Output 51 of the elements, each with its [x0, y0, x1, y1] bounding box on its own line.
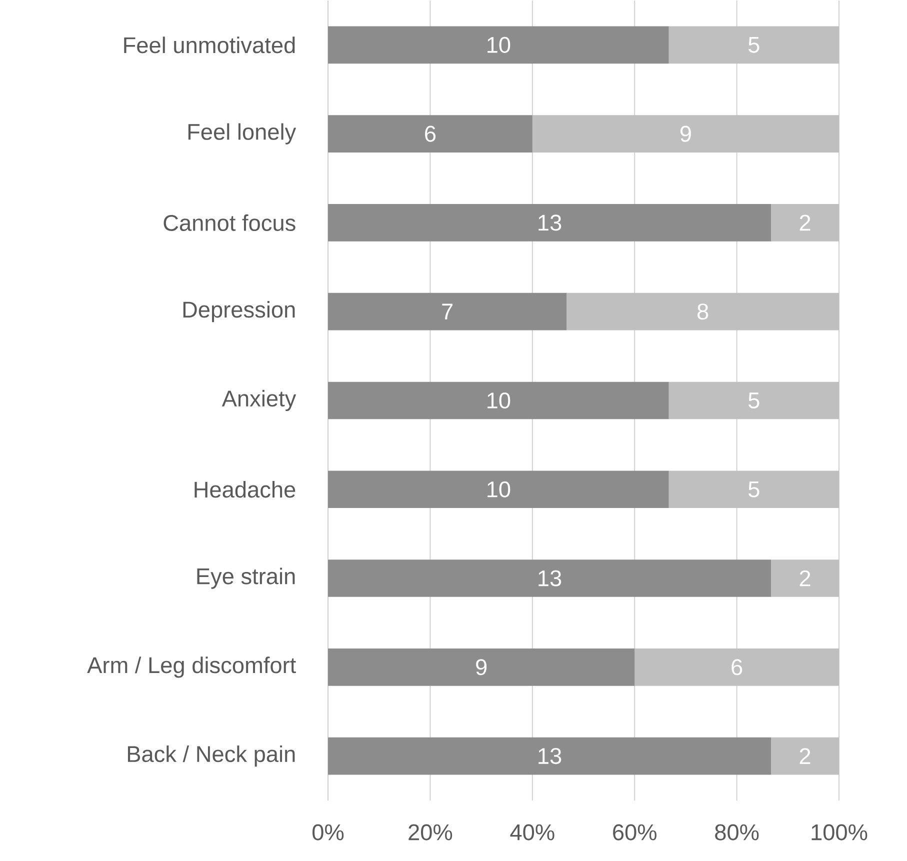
annotation: 10 [488, 481, 510, 498]
annotation: 7 [442, 304, 452, 320]
annotation: 13 [538, 748, 562, 764]
bar [771, 559, 839, 597]
bar [634, 648, 839, 686]
x-tick-label: 60% [613, 824, 656, 840]
annotation: 2 [800, 214, 810, 230]
bar [328, 382, 669, 419]
x-tick-label: 80% [715, 824, 759, 840]
annotation: 10 [488, 392, 510, 408]
x-tick-label: 40% [510, 824, 554, 840]
annotation: 6 [425, 126, 436, 142]
y-tick-label: Eye strain [197, 567, 295, 589]
annotation: 5 [748, 36, 760, 53]
y-tick-label: Feel lonely [188, 123, 296, 144]
bar [328, 204, 772, 242]
bar [328, 470, 669, 508]
bar [328, 648, 635, 686]
bar [771, 204, 839, 242]
bar [668, 382, 839, 419]
annotation: 2 [800, 748, 810, 764]
bar [328, 559, 772, 597]
y-tick-label: Feel unmotivated [124, 36, 295, 54]
bar [532, 114, 839, 152]
annotation: 2 [800, 570, 810, 586]
x-tick-label: 0% [312, 824, 344, 840]
y-tick-label: Depression [183, 300, 295, 322]
annotation: 9 [476, 658, 487, 675]
annotation: 6 [732, 658, 742, 675]
annotation: 9 [680, 126, 691, 142]
annotation: 8 [698, 303, 708, 320]
bar [566, 292, 839, 330]
bar [328, 114, 532, 152]
y-tick-label: Arm / Leg discomfort [87, 656, 296, 678]
y-tick-label: Anxiety [222, 390, 296, 411]
annotation: 10 [488, 36, 510, 53]
annotation: 13 [538, 214, 562, 231]
x-tick-label: 20% [408, 824, 452, 840]
bar [771, 737, 839, 774]
annotation: 13 [538, 570, 562, 586]
y-tick-label: Back / Neck pain [128, 745, 295, 766]
annotation: 5 [748, 392, 760, 408]
y-tick-label: Headache [194, 480, 296, 498]
annotation: 5 [748, 481, 760, 498]
bar [328, 292, 567, 330]
bar [328, 737, 772, 774]
bar [668, 470, 839, 508]
x-tick-label: 100% [812, 824, 868, 840]
y-tick-label: Cannot focus [164, 214, 296, 231]
bar [328, 26, 669, 64]
bar [668, 26, 839, 64]
